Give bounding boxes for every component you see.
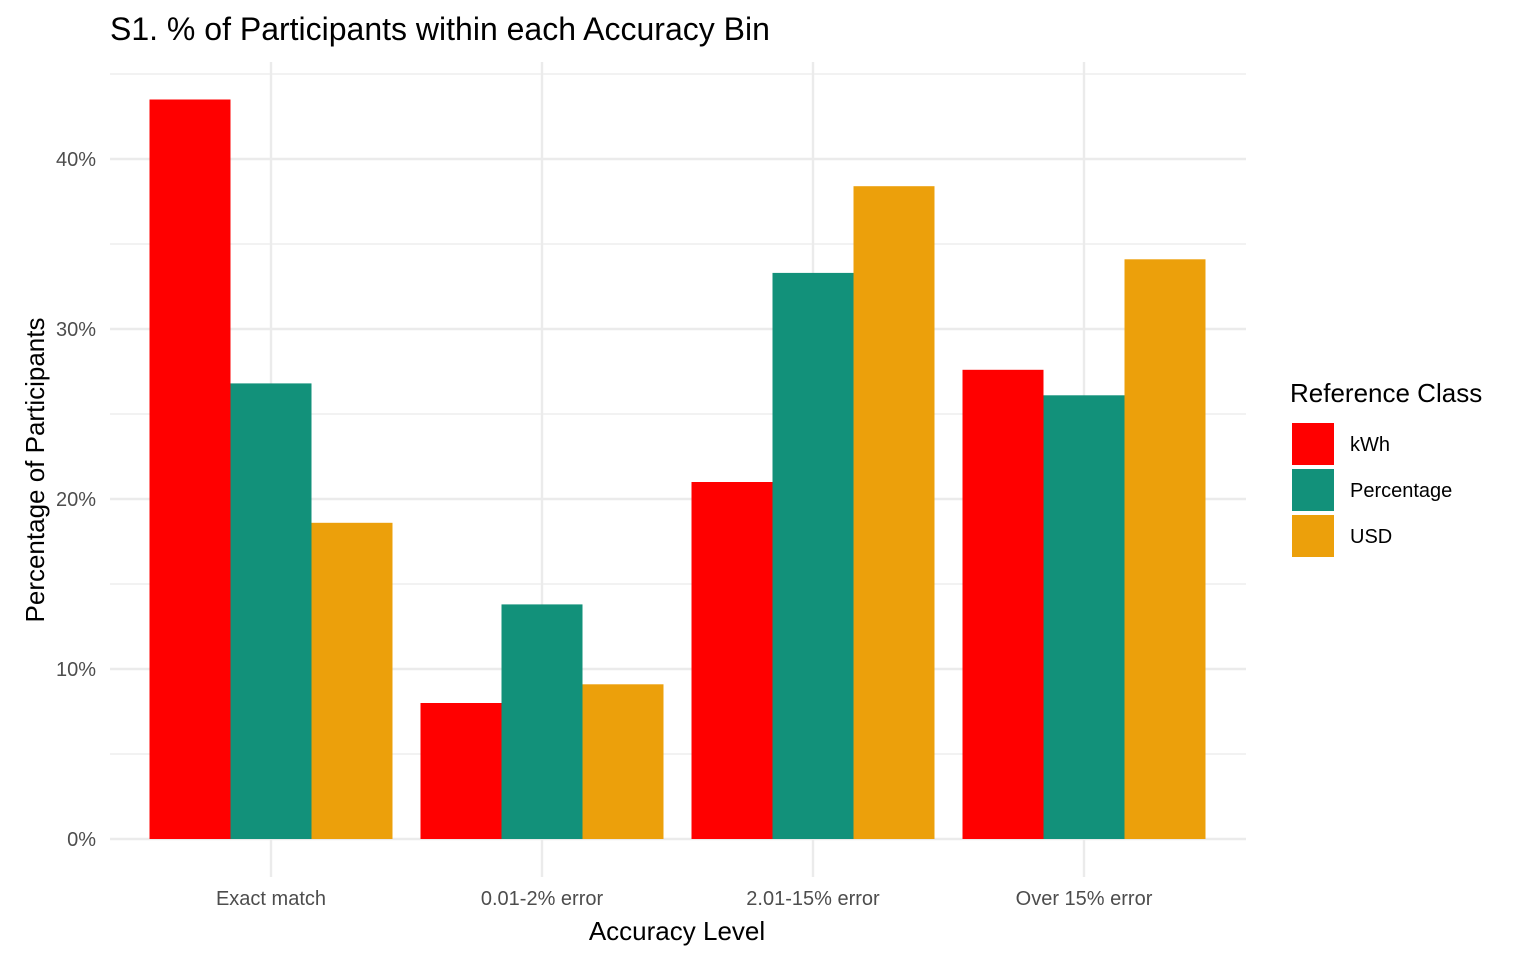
y-axis-title: Percentage of Participants <box>20 318 50 623</box>
bar-usd-4 <box>1124 259 1206 839</box>
legend-title: Reference Class <box>1290 378 1482 408</box>
legend-label-percentage: Percentage <box>1350 480 1452 502</box>
bars <box>149 99 1206 839</box>
y-tick-label: 0% <box>67 829 96 851</box>
bar-percentage-3 <box>772 272 854 839</box>
y-tick-label: 30% <box>56 319 96 341</box>
y-tick-label: 40% <box>56 149 96 171</box>
x-tick-labels: Exact match 0.01-2% error 2.01-15% error Ov… <box>216 888 1153 910</box>
bar-kwh-1 <box>149 99 231 839</box>
chart-title: S1. % of Participants within each Accura… <box>110 11 770 47</box>
bar-kwh-4 <box>962 369 1044 839</box>
bar-percentage-1 <box>230 383 312 839</box>
y-tick-labels: 0% 10% 20% 30% 40% <box>56 149 96 851</box>
y-tick-label: 10% <box>56 659 96 681</box>
legend-swatch-kwh <box>1292 423 1334 465</box>
legend-swatch-percentage <box>1292 469 1334 511</box>
x-tick-label: Over 15% error <box>1016 888 1153 910</box>
bar-percentage-4 <box>1043 395 1125 839</box>
bar-kwh-2 <box>420 703 502 839</box>
legend: Reference Class kWh Percentage USD <box>1290 378 1482 557</box>
x-tick-label: 2.01-15% error <box>746 888 880 910</box>
x-axis-title: Accuracy Level <box>589 916 765 946</box>
legend-swatch-usd <box>1292 515 1334 557</box>
x-tick-label: 0.01-2% error <box>481 888 604 910</box>
bar-usd-2 <box>582 684 664 839</box>
x-tick-label: Exact match <box>216 888 326 910</box>
bar-usd-3 <box>853 186 935 839</box>
bar-usd-1 <box>311 522 393 839</box>
bar-kwh-3 <box>691 482 773 839</box>
legend-label-kwh: kWh <box>1350 434 1390 456</box>
legend-label-usd: USD <box>1350 526 1392 548</box>
legend-items: kWh Percentage USD <box>1292 423 1452 557</box>
bar-percentage-2 <box>501 604 583 839</box>
y-tick-label: 20% <box>56 489 96 511</box>
